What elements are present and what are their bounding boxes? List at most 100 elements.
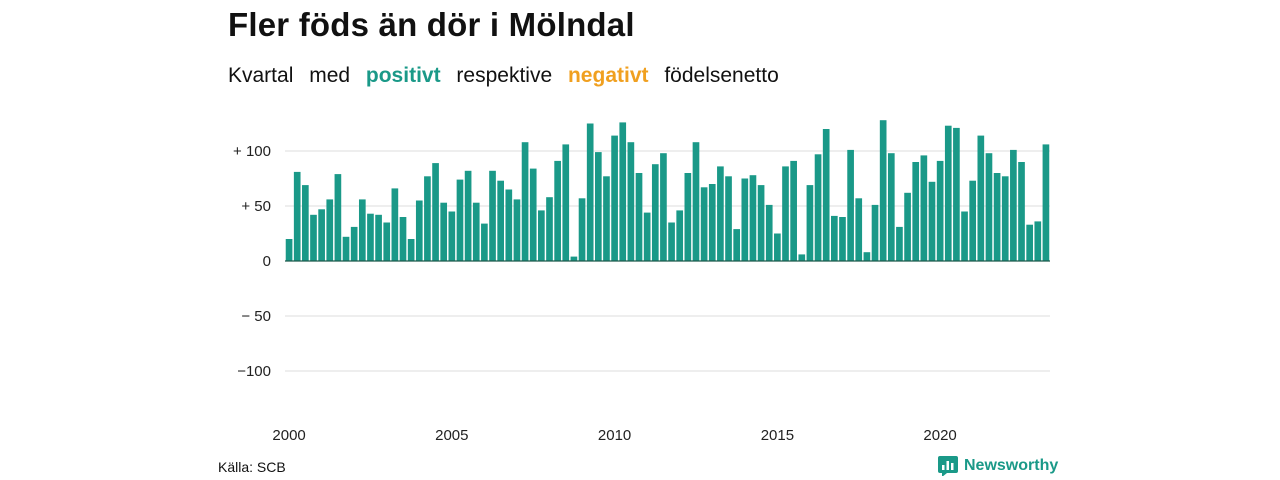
bar — [953, 127, 960, 262]
bar — [521, 142, 529, 261]
bar — [725, 176, 732, 261]
bar — [920, 155, 928, 261]
bar — [464, 170, 472, 261]
bar — [578, 198, 586, 261]
subtitle-negative-label: negativt — [567, 64, 649, 87]
bar — [554, 160, 561, 261]
subtitle-positive-label: positivt — [365, 64, 441, 87]
bar — [936, 160, 944, 261]
bar — [831, 215, 838, 261]
bar — [562, 144, 570, 261]
bar — [505, 189, 513, 261]
bar — [358, 199, 366, 261]
bar — [961, 211, 968, 261]
x-tick-label: 2005 — [435, 427, 468, 444]
bar — [1010, 149, 1017, 261]
bar — [1034, 221, 1042, 261]
bar — [497, 180, 504, 261]
bar — [1042, 144, 1050, 261]
bar — [896, 226, 903, 261]
bar — [635, 173, 643, 261]
bar — [611, 135, 618, 261]
bar — [863, 252, 871, 261]
subtitle-word-fodelsenetto: födelsenetto — [664, 64, 779, 87]
bar — [1018, 162, 1025, 261]
bar — [676, 210, 684, 261]
bar — [546, 197, 553, 261]
bar — [765, 204, 773, 261]
bar — [415, 200, 423, 261]
bar — [318, 209, 325, 261]
bar — [757, 185, 765, 261]
bar — [985, 153, 993, 261]
bar — [814, 154, 822, 261]
bar — [774, 233, 781, 261]
bar — [367, 213, 374, 261]
bar — [1001, 176, 1009, 261]
bar — [839, 217, 846, 261]
bar — [440, 202, 448, 261]
bar — [993, 173, 1001, 261]
bar — [741, 178, 749, 261]
source-label: Källa: SCB — [218, 459, 286, 475]
chart-subtitle: Kvartal med positivt respektive negativt… — [228, 64, 789, 88]
bar — [293, 171, 301, 261]
bar — [847, 149, 854, 261]
bar — [375, 214, 382, 261]
bar — [1026, 224, 1033, 261]
bar — [977, 135, 985, 261]
bar — [529, 168, 537, 261]
bar — [700, 187, 708, 261]
bar — [660, 153, 667, 261]
bar — [928, 181, 936, 261]
bar — [871, 204, 879, 261]
brand-logo: Newsworthy — [938, 456, 1058, 476]
bar — [456, 179, 464, 261]
bar — [708, 184, 716, 261]
x-tick-label: 2020 — [923, 427, 956, 444]
bar — [806, 185, 814, 261]
bar — [399, 217, 407, 261]
bar — [668, 222, 675, 261]
bar — [887, 153, 895, 261]
bar — [782, 166, 789, 261]
x-tick-label: 2015 — [761, 427, 794, 444]
y-tick-label: + 100 — [233, 143, 271, 160]
bar — [643, 212, 651, 261]
bar — [749, 175, 757, 261]
x-tick-label: 2000 — [272, 427, 305, 444]
bar — [391, 188, 399, 261]
y-tick-label: 0 — [263, 253, 271, 270]
y-tick-label: −100 — [237, 363, 271, 380]
bar — [302, 185, 309, 261]
bar — [350, 226, 358, 261]
y-tick-label: − 50 — [241, 308, 271, 325]
bar — [334, 174, 342, 261]
bar — [692, 142, 700, 261]
bar — [822, 129, 830, 261]
bar — [684, 173, 692, 261]
bar — [407, 239, 415, 261]
chart-title: Fler föds än dör i Mölndal — [228, 6, 635, 43]
bar — [342, 236, 350, 261]
bar — [879, 120, 887, 261]
bar — [538, 210, 545, 261]
x-tick-label: 2010 — [598, 427, 631, 444]
bar — [285, 239, 293, 261]
bar — [603, 176, 610, 261]
bar — [432, 163, 439, 261]
bar — [513, 199, 521, 261]
bar — [904, 192, 911, 261]
bar — [790, 160, 797, 261]
y-tick-label: + 50 — [241, 198, 271, 215]
bars — [285, 120, 1050, 262]
bar — [651, 164, 659, 261]
bar — [586, 123, 594, 261]
subtitle-word-kvartal: Kvartal — [228, 64, 294, 87]
bar — [489, 170, 496, 261]
newsworthy-logo-icon — [938, 456, 958, 476]
subtitle-word-med: med — [309, 64, 351, 87]
bar — [969, 180, 977, 261]
bar — [448, 211, 456, 261]
